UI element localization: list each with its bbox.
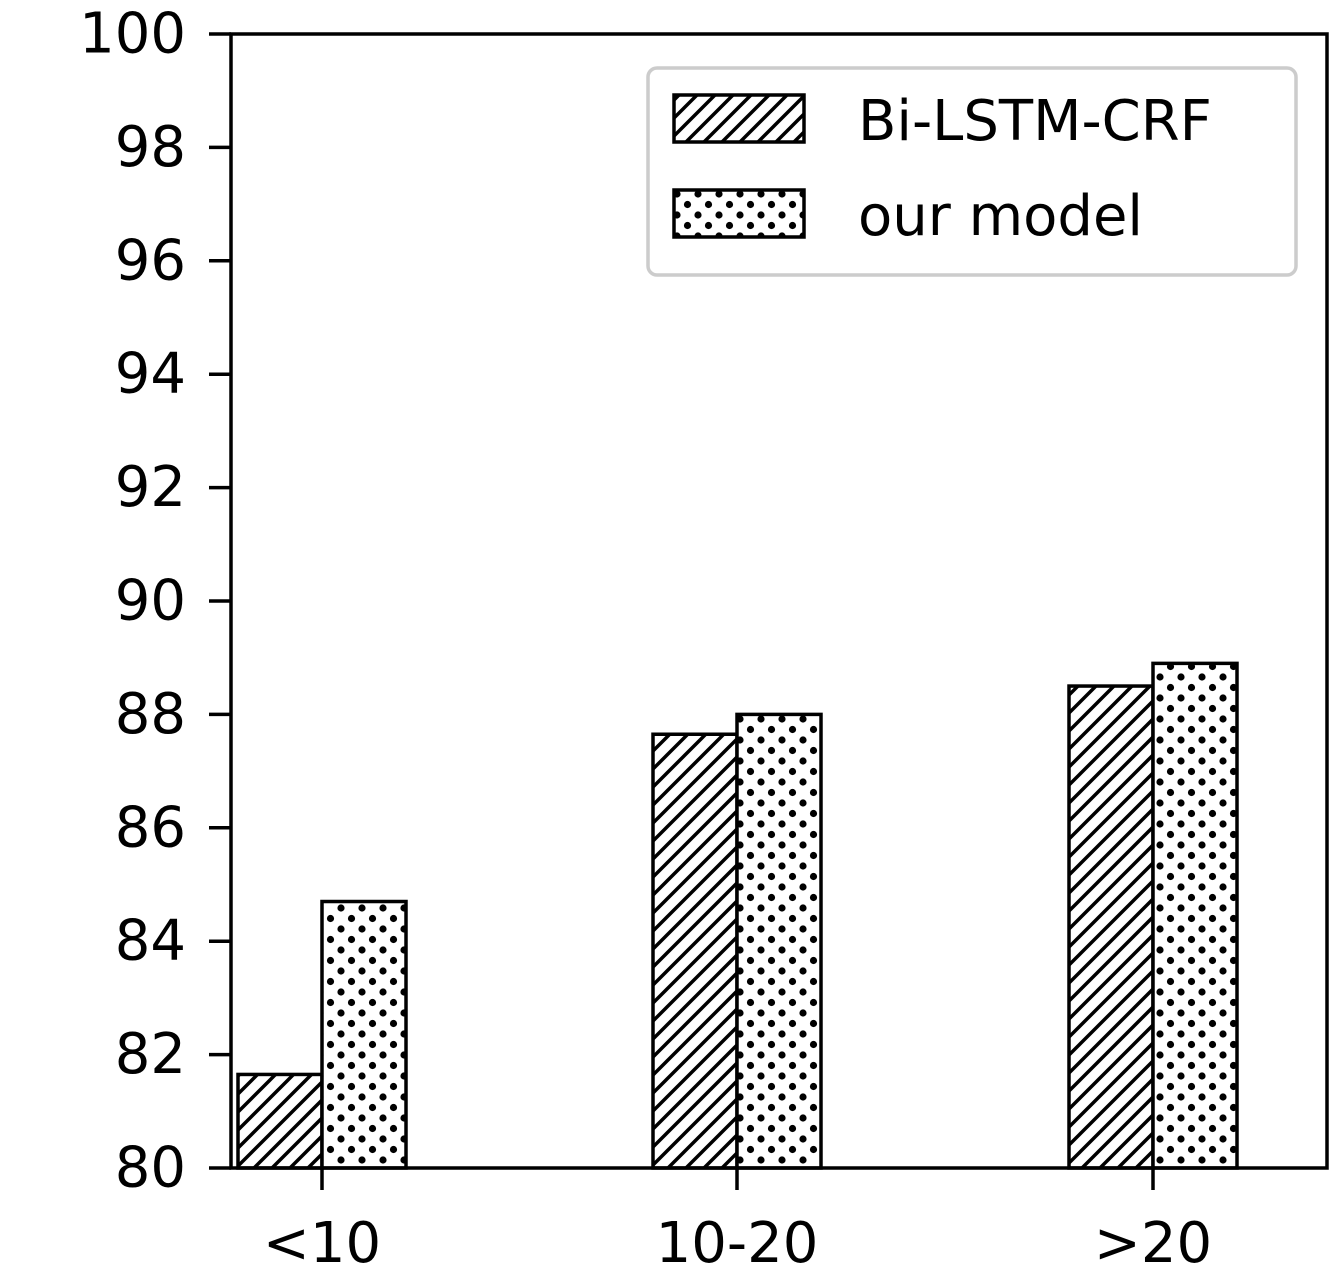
y-tick-label: 88 (115, 682, 186, 747)
x-axis: <10 10-20 >20 (263, 1168, 1212, 1276)
bar-ourmodel-2 (1151, 661, 1239, 1170)
bar-bilstm-2 (1067, 684, 1155, 1170)
legend: Bi-LSTM-CRF our model (646, 66, 1298, 277)
y-axis: 80 82 84 86 88 90 92 94 96 98 100 (79, 2, 231, 1201)
bars-group (236, 661, 1239, 1170)
y-tick-label: 90 (115, 569, 186, 634)
legend-box (646, 66, 1298, 277)
y-tick-label: 100 (79, 2, 186, 67)
x-tick-label: >20 (1094, 1211, 1212, 1276)
y-tick-label: 92 (115, 455, 186, 520)
x-tick-label: <10 (263, 1211, 381, 1276)
legend-swatch-hatch (672, 93, 806, 144)
bar-bilstm-0 (236, 1072, 324, 1170)
y-tick-label: 86 (115, 795, 186, 860)
y-tick-label: 96 (115, 228, 186, 293)
y-tick-label: 82 (115, 1022, 186, 1087)
bar-ourmodel-0 (320, 899, 408, 1170)
y-tick-label: 98 (115, 115, 186, 180)
x-tick-label: 10-20 (656, 1211, 819, 1276)
y-tick-label: 94 (115, 342, 186, 407)
y-tick-label: 84 (115, 909, 186, 974)
bar-bilstm-1 (651, 732, 739, 1170)
bar-ourmodel-1 (735, 712, 823, 1170)
legend-label-ourmodel: our model (858, 184, 1143, 249)
legend-swatch-dots (672, 188, 806, 239)
legend-label-bilstm: Bi-LSTM-CRF (858, 89, 1212, 154)
y-tick-label: 80 (115, 1136, 186, 1201)
